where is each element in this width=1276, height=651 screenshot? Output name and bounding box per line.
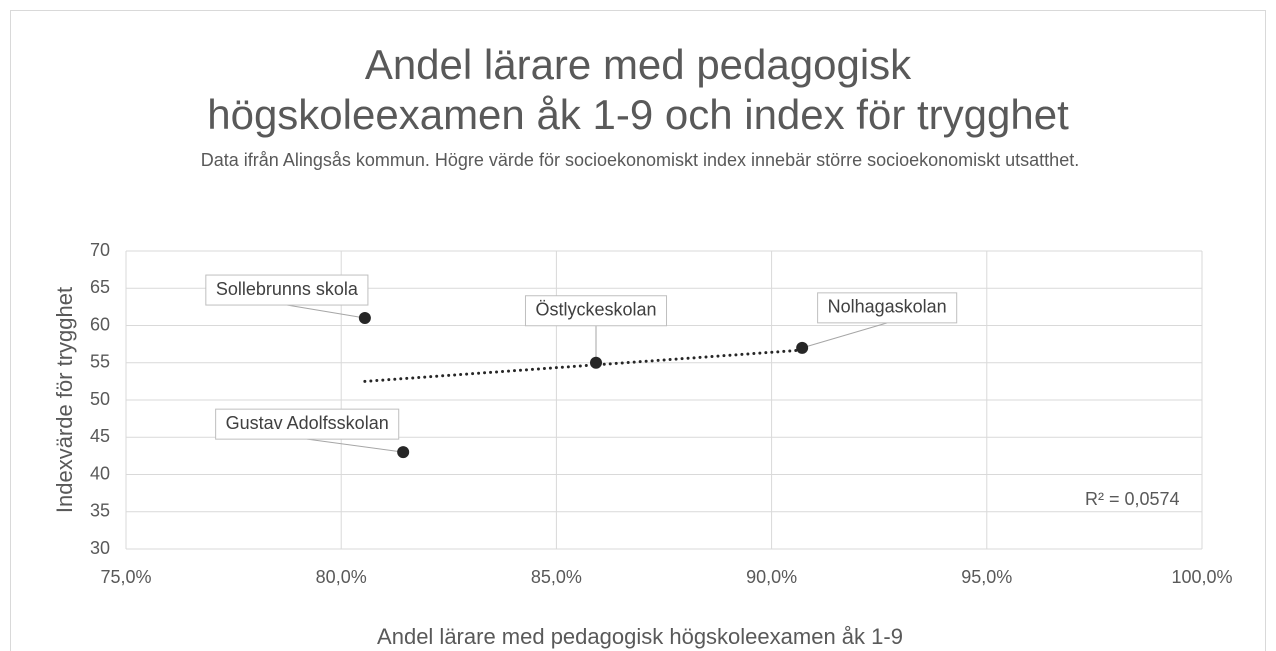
leader-line bbox=[307, 438, 404, 453]
x-tick-label: 90,0% bbox=[746, 567, 797, 587]
y-tick-label: 35 bbox=[90, 501, 110, 521]
data-label: Östlyckeskolan bbox=[535, 300, 656, 320]
x-axis-label: Andel lärare med pedagogisk högskoleexam… bbox=[377, 624, 903, 649]
point bbox=[397, 446, 410, 459]
data-label-box bbox=[215, 408, 400, 440]
trendline bbox=[363, 348, 804, 383]
point bbox=[796, 341, 809, 354]
chart-subtitle: Data ifrån Alingsås kommun. Högre värde … bbox=[200, 150, 1080, 170]
y-tick-label: 45 bbox=[90, 426, 110, 446]
x-tick-label: 80,0% bbox=[316, 567, 367, 587]
chart-title: Andel lärare med pedagogisk högskoleexam… bbox=[138, 40, 1138, 140]
y-axis-label: Indexvärde för trygghet bbox=[52, 287, 77, 513]
y-tick-label: 70 bbox=[90, 240, 110, 260]
x-tick-label: 75,0% bbox=[100, 567, 151, 587]
x-tick-label: 100,0% bbox=[1171, 567, 1232, 587]
point bbox=[358, 312, 371, 325]
data-label-box bbox=[817, 292, 958, 324]
leader-line bbox=[802, 322, 888, 349]
data-label: Sollebrunns skola bbox=[216, 279, 359, 299]
y-tick-label: 65 bbox=[90, 277, 110, 297]
y-tick-label: 40 bbox=[90, 463, 110, 483]
title-line: Andel lärare med pedagogisk bbox=[364, 41, 912, 88]
point bbox=[589, 356, 602, 369]
y-tick-label: 60 bbox=[90, 314, 110, 334]
data-label-box bbox=[205, 274, 369, 306]
trendline-label: R² = 0,0574 bbox=[1085, 489, 1180, 509]
leader-line bbox=[286, 304, 365, 319]
data-label: Nolhagaskolan bbox=[828, 297, 947, 317]
chart-border bbox=[10, 10, 1266, 651]
x-tick-label: 85,0% bbox=[531, 567, 582, 587]
y-tick-label: 50 bbox=[90, 389, 110, 409]
x-tick-label: 95,0% bbox=[961, 567, 1012, 587]
y-tick-label: 30 bbox=[90, 538, 110, 558]
data-label-box bbox=[524, 295, 668, 327]
title-line: högskoleexamen åk 1-9 och index för tryg… bbox=[207, 91, 1069, 138]
y-tick-label: 55 bbox=[90, 352, 110, 372]
data-label: Gustav Adolfsskolan bbox=[226, 413, 389, 433]
